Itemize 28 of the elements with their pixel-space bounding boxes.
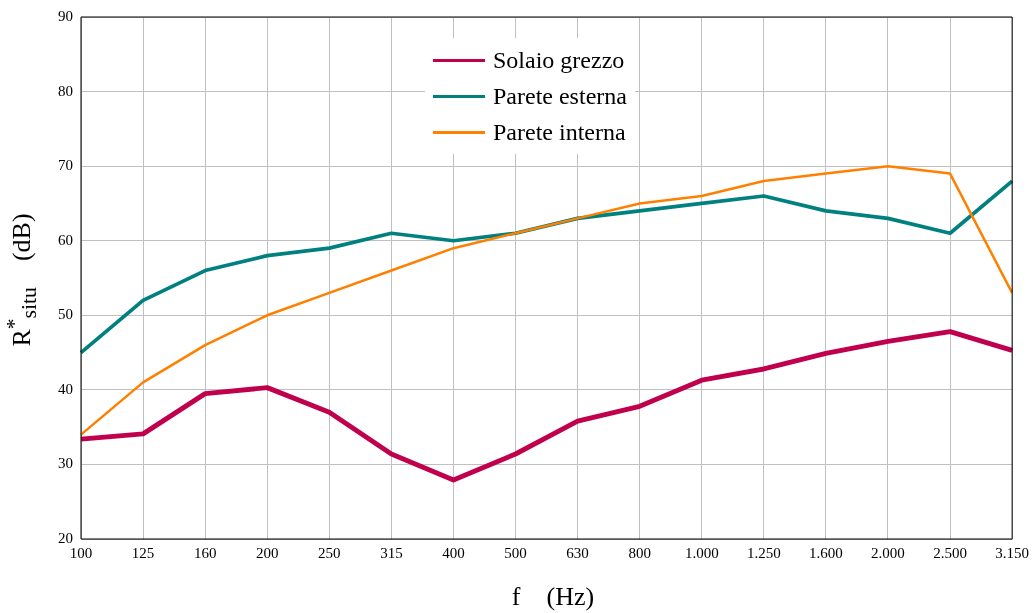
- legend-label: Solaio grezzo: [493, 46, 625, 74]
- y-tick-label: 20: [58, 529, 73, 546]
- x-tick-label: 1.600: [809, 544, 843, 561]
- y-tick-label: 30: [58, 455, 73, 472]
- x-tick-label: 800: [628, 544, 651, 561]
- x-tick-label: 400: [442, 544, 465, 561]
- x-tick-label: 3.150: [995, 544, 1029, 561]
- x-tick-label: 1.250: [746, 544, 781, 561]
- x-tick-label: 1.000: [684, 544, 719, 561]
- x-tick-label: 500: [504, 544, 527, 561]
- x-tick-label: 250: [318, 544, 341, 561]
- x-tick-label: 160: [193, 544, 217, 561]
- x-tick-label: 2.500: [933, 544, 967, 561]
- legend-label: Parete esterna: [493, 82, 627, 110]
- x-tick-label: 630: [566, 544, 589, 561]
- y-tick-label: 90: [58, 7, 73, 24]
- x-tick-label: 125: [131, 544, 155, 561]
- x-tick-label: 315: [380, 544, 403, 561]
- x-axis-title: f (Hz): [511, 582, 595, 612]
- y-tick-label: 40: [58, 380, 73, 397]
- y-tick-label: 80: [58, 82, 73, 99]
- x-tick-label: 200: [255, 544, 279, 561]
- legend-label: Parete interna: [493, 118, 626, 146]
- x-tick-label: 2.000: [871, 544, 905, 561]
- y-tick-label: 50: [58, 306, 73, 323]
- x-tick-label: 100: [69, 544, 93, 561]
- y-tick-label: 70: [58, 157, 73, 174]
- y-tick-label: 60: [58, 231, 73, 248]
